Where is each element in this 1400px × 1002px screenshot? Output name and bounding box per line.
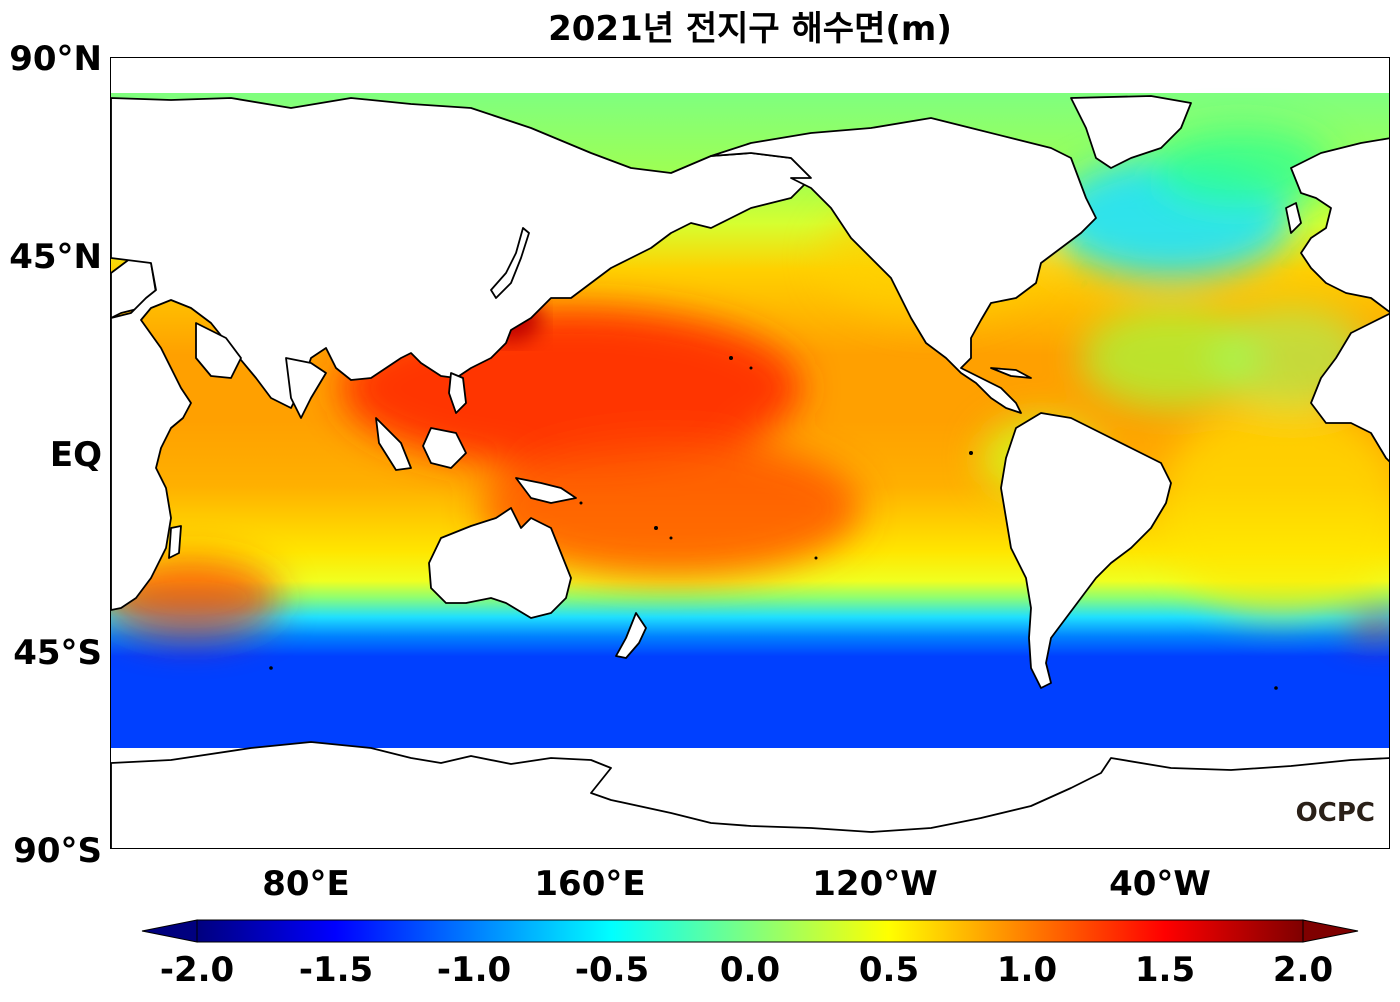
africa-east-outline bbox=[1310, 312, 1389, 463]
new-zealand-outline bbox=[615, 612, 647, 659]
australia-outline bbox=[428, 507, 572, 619]
map-area: OCPC bbox=[110, 57, 1390, 849]
madagascar-outline bbox=[168, 525, 182, 559]
japan-outline bbox=[490, 227, 530, 299]
lon-label-40w: 40°W bbox=[1109, 864, 1211, 904]
colorbar-tick-label: 2.0 bbox=[1272, 950, 1334, 990]
uk-outline bbox=[1285, 202, 1302, 234]
lon-label-120w: 120°W bbox=[812, 864, 938, 904]
sumatra-outline bbox=[375, 417, 412, 471]
colorbar bbox=[141, 919, 1359, 943]
colorbar-tick-label: 0.0 bbox=[719, 950, 781, 990]
map-title: 2021년 전지구 해수면(m) bbox=[548, 9, 952, 49]
lat-label-45n: 45°N bbox=[9, 237, 102, 277]
philippines-outline bbox=[448, 372, 467, 414]
lat-label-45s: 45°S bbox=[13, 633, 102, 673]
colorbar-tick-label: -1.0 bbox=[436, 950, 512, 990]
colorbar-max-extend bbox=[1302, 919, 1359, 943]
colorbar-tick-label: 1.0 bbox=[996, 950, 1058, 990]
colorbar-tick-label: 1.5 bbox=[1134, 950, 1196, 990]
lon-label-80e: 80°E bbox=[262, 864, 350, 904]
ocpc-watermark: OCPC bbox=[1295, 798, 1375, 828]
colorbar-tick-label: -1.5 bbox=[298, 950, 374, 990]
new-guinea-outline bbox=[515, 477, 577, 504]
colorbar-tick-label: -0.5 bbox=[574, 950, 650, 990]
lat-label-eq: EQ bbox=[49, 435, 102, 475]
lat-label-90n: 90°N bbox=[9, 39, 102, 79]
colorbar-tick-label: -2.0 bbox=[159, 950, 235, 990]
lon-label-160e: 160°E bbox=[534, 864, 646, 904]
land-masses bbox=[111, 95, 1389, 848]
colorbar-min-extend bbox=[141, 919, 198, 943]
sea-level-map bbox=[111, 93, 1389, 848]
south-america-outline bbox=[1000, 412, 1172, 689]
arabia-outline bbox=[195, 322, 242, 379]
caribbean-outline bbox=[990, 367, 1032, 379]
north-america-outline bbox=[710, 117, 1097, 414]
india-outline bbox=[285, 357, 327, 419]
islands bbox=[269, 356, 1278, 690]
antarctica-outline bbox=[111, 741, 1389, 848]
greenland-outline bbox=[1070, 95, 1192, 169]
lat-label-90s: 90°S bbox=[13, 831, 102, 871]
colorbar-gradient bbox=[196, 919, 1304, 943]
colorbar-tick-label: 0.5 bbox=[858, 950, 920, 990]
borneo-outline bbox=[422, 427, 467, 469]
europe-outline bbox=[1290, 137, 1389, 313]
